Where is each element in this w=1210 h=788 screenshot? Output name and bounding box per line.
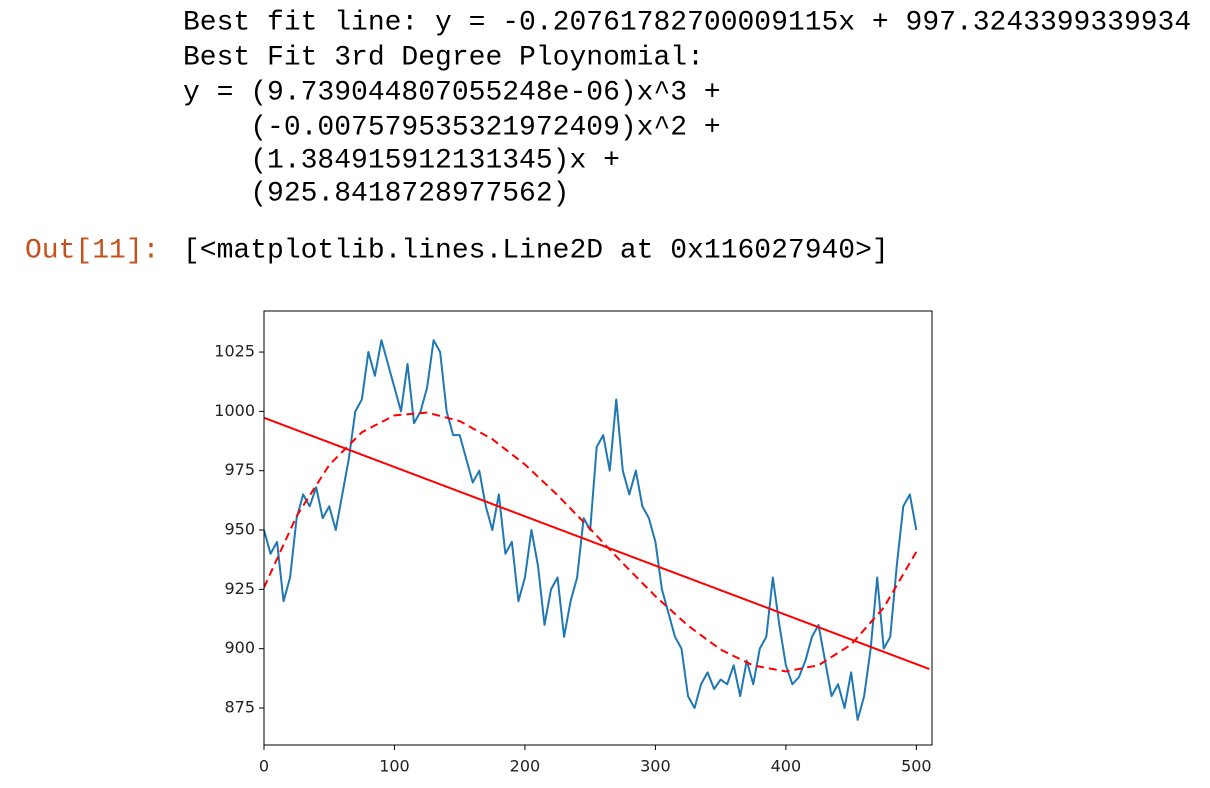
- x-tick-label: 400: [771, 757, 802, 776]
- y-tick-label: 1000: [214, 401, 255, 420]
- output-line: Best Fit 3rd Degree Ploynomial:: [183, 42, 704, 73]
- y-tick-label: 950: [224, 520, 255, 539]
- y-tick-label: 1025: [214, 342, 255, 361]
- output-line: (925.8418728977562): [183, 178, 569, 209]
- output-line: y = (9.739044807055248e-06)x^3 +: [183, 77, 721, 108]
- plot-frame: [263, 310, 933, 746]
- y-tick-label: 925: [224, 579, 255, 598]
- x-tick-label: 100: [379, 757, 410, 776]
- chart: 875 900 925 950 975 1000 1025 0 100 200 300 400 500: [214, 310, 933, 776]
- y-tick-label: 875: [224, 697, 255, 716]
- output-line: (-0.007579535321972409)x^2 +: [183, 112, 721, 143]
- x-tick-label: 200: [510, 757, 541, 776]
- output-line: (1.384915912131345)x +: [183, 145, 620, 176]
- series-line: [264, 416, 930, 671]
- x-tick-label: 0: [259, 757, 269, 776]
- output-line: Best fit line: y = -0.20761782700009115x…: [183, 7, 1191, 38]
- y-tick-label: 900: [224, 638, 255, 657]
- series-line: [264, 411, 918, 673]
- x-tick-label: 300: [640, 757, 671, 776]
- out-text: [<matplotlib.lines.Line2D at 0x116027940…: [183, 235, 889, 266]
- y-tick-label: 975: [224, 460, 255, 479]
- out-prompt: Out[11]:: [25, 235, 159, 266]
- x-tick-label: 500: [901, 757, 932, 776]
